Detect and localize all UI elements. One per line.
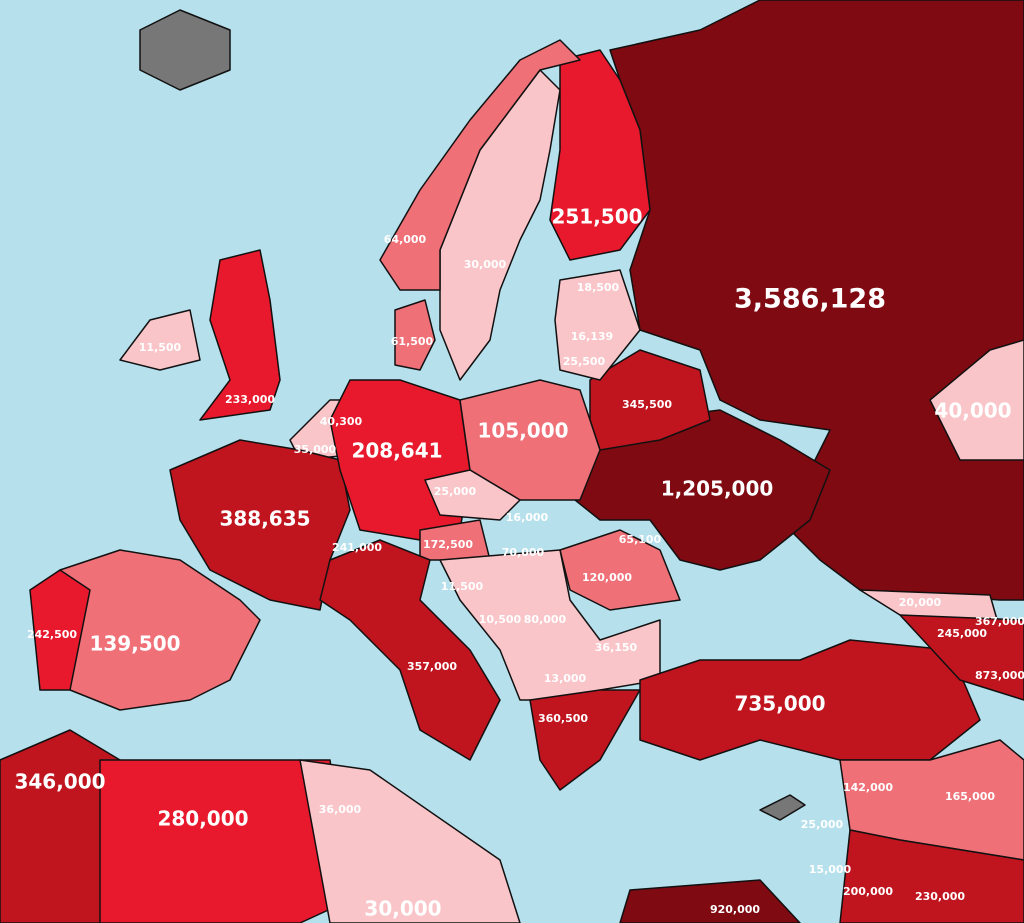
ireland bbox=[119, 309, 201, 371]
label: 36,150 bbox=[595, 641, 638, 654]
turkey bbox=[639, 639, 981, 761]
label: 25,500 bbox=[563, 355, 606, 368]
label: 16,000 bbox=[506, 511, 549, 524]
label: 36,000 bbox=[319, 803, 362, 816]
labels: 3,586,128 1,205,000 735,000 388,635 280,… bbox=[14, 205, 1024, 921]
label: 241,000 bbox=[332, 541, 382, 554]
label: 13,000 bbox=[544, 672, 587, 685]
label: 873,000 bbox=[975, 669, 1024, 682]
label: 64,000 bbox=[384, 233, 427, 246]
label: 30,000 bbox=[364, 897, 441, 921]
greece bbox=[529, 689, 641, 791]
ukraine bbox=[574, 409, 831, 571]
norway bbox=[379, 39, 581, 291]
caucasus bbox=[899, 614, 1024, 701]
label: 3,586,128 bbox=[734, 284, 886, 315]
finland bbox=[549, 49, 651, 261]
label: 35,000 bbox=[294, 443, 337, 456]
arabia bbox=[839, 829, 1024, 923]
russia bbox=[609, 0, 1024, 601]
label: 25,000 bbox=[801, 818, 844, 831]
iceland bbox=[139, 9, 231, 91]
label: 357,000 bbox=[407, 660, 457, 673]
label: 367,000 bbox=[975, 615, 1024, 628]
label: 208,641 bbox=[351, 439, 442, 463]
label: 40,000 bbox=[934, 399, 1011, 423]
denmark bbox=[394, 299, 436, 371]
label: 30,000 bbox=[464, 258, 507, 271]
uk bbox=[199, 249, 281, 421]
label: 16,139 bbox=[571, 330, 613, 343]
label: 920,000 bbox=[710, 903, 760, 916]
cyprus bbox=[759, 794, 806, 821]
label: 40,300 bbox=[320, 415, 363, 428]
label: 18,500 bbox=[577, 281, 620, 294]
label: 65,100 bbox=[619, 533, 662, 546]
label: 200,000 bbox=[843, 885, 893, 898]
label: 735,000 bbox=[734, 692, 825, 716]
label: 20,000 bbox=[899, 596, 942, 609]
label: 251,500 bbox=[551, 205, 642, 229]
label: 15,000 bbox=[809, 863, 852, 876]
label: 345,500 bbox=[622, 398, 672, 411]
label: 172,500 bbox=[423, 538, 473, 551]
label: 61,500 bbox=[391, 335, 434, 348]
italy bbox=[319, 539, 501, 761]
label: 388,635 bbox=[219, 507, 310, 531]
portugal bbox=[29, 569, 91, 691]
label: 165,000 bbox=[945, 790, 995, 803]
czechia bbox=[424, 469, 521, 521]
label: 139,500 bbox=[89, 632, 180, 656]
egypt bbox=[619, 879, 801, 923]
baltics bbox=[554, 269, 641, 381]
label: 245,000 bbox=[937, 627, 987, 640]
label: 346,000 bbox=[14, 770, 105, 794]
label: 233,000 bbox=[225, 393, 275, 406]
balkans bbox=[439, 549, 661, 701]
label: 25,000 bbox=[434, 485, 477, 498]
libya-tunisia bbox=[299, 759, 521, 923]
label: 280,000 bbox=[157, 807, 248, 831]
label: 142,000 bbox=[843, 781, 893, 794]
label: 70,000 bbox=[502, 546, 545, 559]
label: 105,000 bbox=[477, 419, 568, 443]
label: 11,500 bbox=[441, 580, 484, 593]
label: 1,205,000 bbox=[661, 477, 774, 501]
kazakhstan bbox=[929, 339, 1024, 461]
label: 80,000 bbox=[524, 613, 567, 626]
label: 230,000 bbox=[915, 890, 965, 903]
label: 242,500 bbox=[27, 628, 77, 641]
algeria bbox=[99, 759, 351, 923]
label: 10,500 bbox=[479, 613, 522, 626]
label: 360,500 bbox=[538, 712, 588, 725]
label: 11,500 bbox=[139, 341, 182, 354]
romania bbox=[559, 529, 681, 611]
label: 120,000 bbox=[582, 571, 632, 584]
